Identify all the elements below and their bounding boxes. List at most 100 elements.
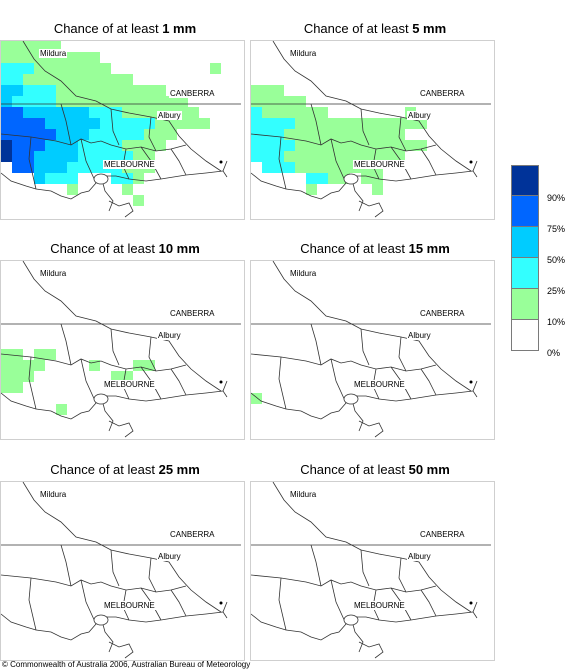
- probability-cell: [1, 107, 23, 118]
- city-marker: [219, 601, 223, 605]
- map-canvas: [251, 482, 491, 659]
- map-canvas: [1, 482, 241, 659]
- probability-cell: [1, 140, 12, 151]
- boundary-line: [330, 358, 347, 404]
- probability-cell: [295, 118, 416, 129]
- boundary-line: [398, 336, 407, 372]
- title-prefix: Chance of at least: [50, 462, 159, 477]
- boundary-line: [310, 544, 322, 587]
- label-melbourne: MELBOURNE: [103, 601, 156, 610]
- title-amount: 25 mm: [158, 462, 200, 477]
- probability-cell: [12, 96, 56, 107]
- probability-cell: [56, 129, 89, 140]
- probability-cell: [45, 173, 78, 184]
- probability-cell: [56, 404, 67, 415]
- label-melbourne: MELBOURNE: [103, 160, 156, 169]
- probability-cell: [89, 129, 144, 140]
- boundary-line: [22, 482, 222, 613]
- title-amount: 15 mm: [408, 241, 450, 256]
- boundary-line: [251, 611, 474, 641]
- label-canberra: CANBERRA: [169, 89, 216, 98]
- legend-label-75: 75%: [547, 224, 566, 234]
- boundary-line: [358, 641, 384, 659]
- boundary-line: [272, 482, 472, 613]
- probability-cell: [122, 140, 166, 151]
- title-amount: 1 mm: [162, 21, 197, 36]
- probability-cell: [67, 184, 78, 195]
- legend-label-25: 25%: [547, 286, 566, 296]
- probability-cell: [372, 184, 383, 195]
- boundary-line: [278, 577, 287, 631]
- map-canvas: [251, 261, 491, 438]
- probability-cell: [306, 173, 328, 184]
- probability-cell: [251, 96, 306, 107]
- map-panel-10mm: Mildura CANBERRA Albury MELBOURNE: [0, 260, 245, 440]
- label-albury: Albury: [407, 111, 432, 120]
- copyright-notice: © Commonwealth of Australia 2006, Austra…: [2, 660, 251, 669]
- probability-cell: [133, 151, 155, 162]
- probability-cell: [155, 118, 210, 129]
- probability-cell: [12, 162, 34, 173]
- probability-cell: [100, 118, 155, 129]
- probability-cell: [144, 129, 177, 140]
- label-albury: Albury: [157, 111, 182, 120]
- probability-cell: [78, 151, 133, 162]
- probability-cell: [251, 85, 284, 96]
- probability-cell: [34, 63, 111, 74]
- label-mildura: Mildura: [39, 490, 68, 499]
- probability-cell: [1, 74, 23, 85]
- legend-label-0: 0%: [547, 348, 561, 358]
- probability-cell: [34, 162, 67, 173]
- city-marker: [469, 160, 473, 164]
- boundary-line: [80, 579, 97, 625]
- label-canberra: CANBERRA: [169, 309, 216, 318]
- boundary-line: [222, 601, 228, 619]
- probability-cell: [45, 140, 78, 151]
- boundary-line: [170, 148, 187, 176]
- boundary-line: [110, 108, 120, 146]
- map-canvas: [1, 41, 241, 218]
- probability-cell: [262, 107, 328, 118]
- probability-cell: [56, 96, 188, 107]
- boundary-line: [60, 323, 72, 366]
- probability-cell: [251, 118, 295, 129]
- boundary-line: [251, 574, 437, 593]
- map-panel-5mm: Mildura CANBERRA Albury MELBOURNE: [250, 40, 495, 220]
- boundary-line: [278, 136, 287, 190]
- boundary-line: [360, 108, 370, 146]
- boundary-line: [1, 574, 187, 593]
- city-marker: [219, 380, 223, 384]
- panel-title-1mm: Chance of at least 1 mm: [0, 21, 250, 37]
- label-mildura: Mildura: [289, 49, 318, 58]
- boundary-line: [108, 641, 134, 659]
- boundary-line: [360, 328, 370, 366]
- boundary-line: [110, 328, 120, 366]
- boundary-line: [420, 589, 437, 617]
- boundary-line: [148, 336, 157, 372]
- probability-cell: [78, 140, 122, 151]
- probability-cell: [416, 118, 427, 129]
- probability-cell: [89, 360, 100, 371]
- probability-cell: [1, 118, 45, 129]
- port-phillip-bay: [93, 393, 109, 405]
- probability-cell: [251, 107, 262, 118]
- legend-swatch-10: [511, 289, 539, 320]
- probability-cell: [1, 63, 34, 74]
- label-melbourne: MELBOURNE: [353, 160, 406, 169]
- probability-legend: [511, 165, 539, 351]
- label-mildura: Mildura: [39, 269, 68, 278]
- boundary-line: [28, 356, 37, 410]
- port-phillip-bay: [343, 393, 359, 405]
- probability-cell: [45, 118, 100, 129]
- boundary-line: [251, 353, 437, 372]
- probability-cell: [1, 41, 23, 52]
- boundary-line: [80, 358, 97, 404]
- title-prefix: Chance of at least: [50, 241, 159, 256]
- boundary-line: [22, 41, 222, 172]
- boundary-line: [60, 544, 72, 587]
- title-amount: 5 mm: [412, 21, 447, 36]
- map-panel-50mm: Mildura CANBERRA Albury MELBOURNE: [250, 481, 495, 661]
- boundary-line: [222, 160, 228, 178]
- legend-swatch-90: [511, 165, 539, 196]
- panel-title-25mm: Chance of at least 25 mm: [0, 462, 250, 478]
